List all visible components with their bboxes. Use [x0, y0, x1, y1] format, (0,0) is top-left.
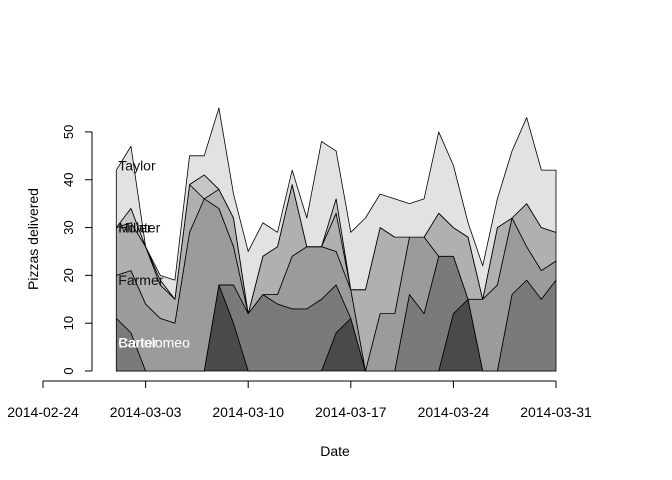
series-label-hunter: Hunter	[118, 220, 160, 236]
series-label-bartolomeo: Bartolomeo	[118, 334, 190, 350]
y-tick-label: 50	[61, 125, 76, 139]
y-axis: 0 10 20 30 40 50	[61, 125, 93, 375]
area-taylor	[115, 107, 557, 315]
x-tick-label: 2014-03-17	[315, 404, 387, 420]
area-layers	[115, 107, 557, 372]
x-tick-label: 2014-03-31	[520, 404, 592, 420]
y-tick-label: 30	[61, 220, 76, 234]
y-axis-label: Pizzas delivered	[25, 188, 41, 290]
x-tick-label: 2014-03-10	[212, 404, 284, 420]
y-tick-label: 0	[61, 367, 76, 374]
x-axis-label: Date	[320, 443, 350, 459]
y-tick-label: 20	[61, 268, 76, 282]
y-tick-label: 40	[61, 172, 76, 186]
x-tick-label: 2014-02-24	[7, 404, 79, 420]
x-tick-label: 2014-03-03	[110, 404, 182, 420]
x-axis: 2014-02-24 2014-03-03 2014-03-10 2014-03-17…	[7, 380, 592, 420]
series-label-taylor: Taylor	[118, 157, 156, 173]
series-label-carter: Carter	[118, 334, 157, 350]
x-tick-label: 2014-03-24	[418, 404, 490, 420]
series-label-farmer: Farmer	[118, 272, 163, 288]
y-tick-label: 10	[61, 316, 76, 330]
series-label-miller: Miller	[118, 220, 152, 236]
